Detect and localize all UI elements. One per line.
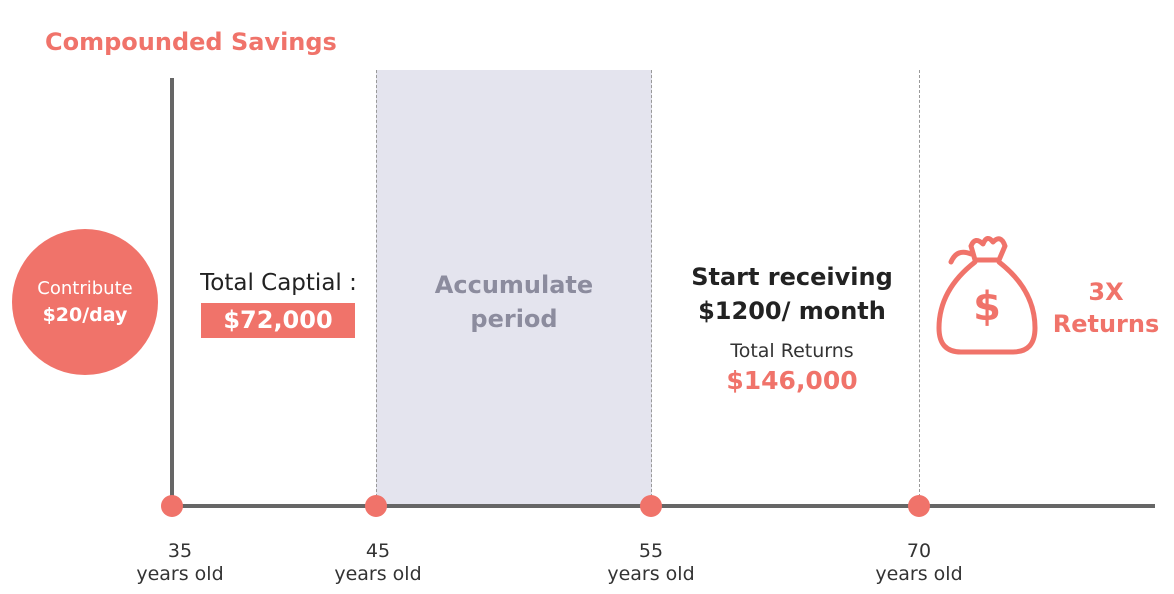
timeline-age: 55 [638, 540, 664, 562]
timeline-unit: years old [875, 563, 963, 585]
timeline-dot-55 [640, 495, 662, 517]
accumulate-period-band [376, 70, 652, 507]
timeline-axis [170, 504, 1155, 508]
vertical-axis [170, 78, 174, 508]
multiplier-label: Returns [1052, 310, 1160, 338]
timeline-age: 70 [906, 540, 932, 562]
timeline-dot-35 [161, 495, 183, 517]
timeline-age: 45 [365, 540, 391, 562]
receiving-line1: Start receiving [691, 263, 893, 291]
timeline-label-45: 45 years old [308, 540, 448, 586]
divider-45 [376, 70, 377, 507]
timeline-dot-70 [908, 495, 930, 517]
receiving-line2: $1200/ month [698, 297, 886, 325]
timeline-unit: years old [334, 563, 422, 585]
total-capital-label: Total Captial : [200, 270, 357, 296]
contribution-amount: $20/day [42, 304, 128, 326]
divider-55 [651, 70, 652, 507]
svg-text:$: $ [973, 284, 1001, 330]
contribution-label: Contribute [37, 278, 133, 299]
timeline-label-70: 70 years old [849, 540, 989, 586]
timeline-unit: years old [607, 563, 695, 585]
timeline-age: 35 [167, 540, 193, 562]
start-receiving-label: Start receiving $1200/ month [662, 260, 922, 328]
total-returns-label: Total Returns [730, 340, 854, 362]
timeline-label-35: 35 years old [110, 540, 250, 586]
accumulate-line2: period [470, 305, 558, 333]
returns-multiplier: 3X Returns [1050, 276, 1162, 340]
contribution-circle: Contribute $20/day [12, 229, 158, 375]
timeline-label-55: 55 years old [581, 540, 721, 586]
diagram-title: Compounded Savings [45, 28, 337, 56]
total-capital-value: $72,000 [201, 303, 355, 338]
divider-70 [919, 70, 920, 507]
timeline-dot-45 [365, 495, 387, 517]
total-returns-value: $146,000 [726, 366, 858, 395]
money-bag-icon: $ [936, 236, 1038, 355]
accumulate-period-label: Accumulate period [376, 268, 652, 336]
multiplier-value: 3X [1088, 278, 1124, 306]
accumulate-line1: Accumulate [434, 271, 594, 299]
timeline-unit: years old [136, 563, 224, 585]
